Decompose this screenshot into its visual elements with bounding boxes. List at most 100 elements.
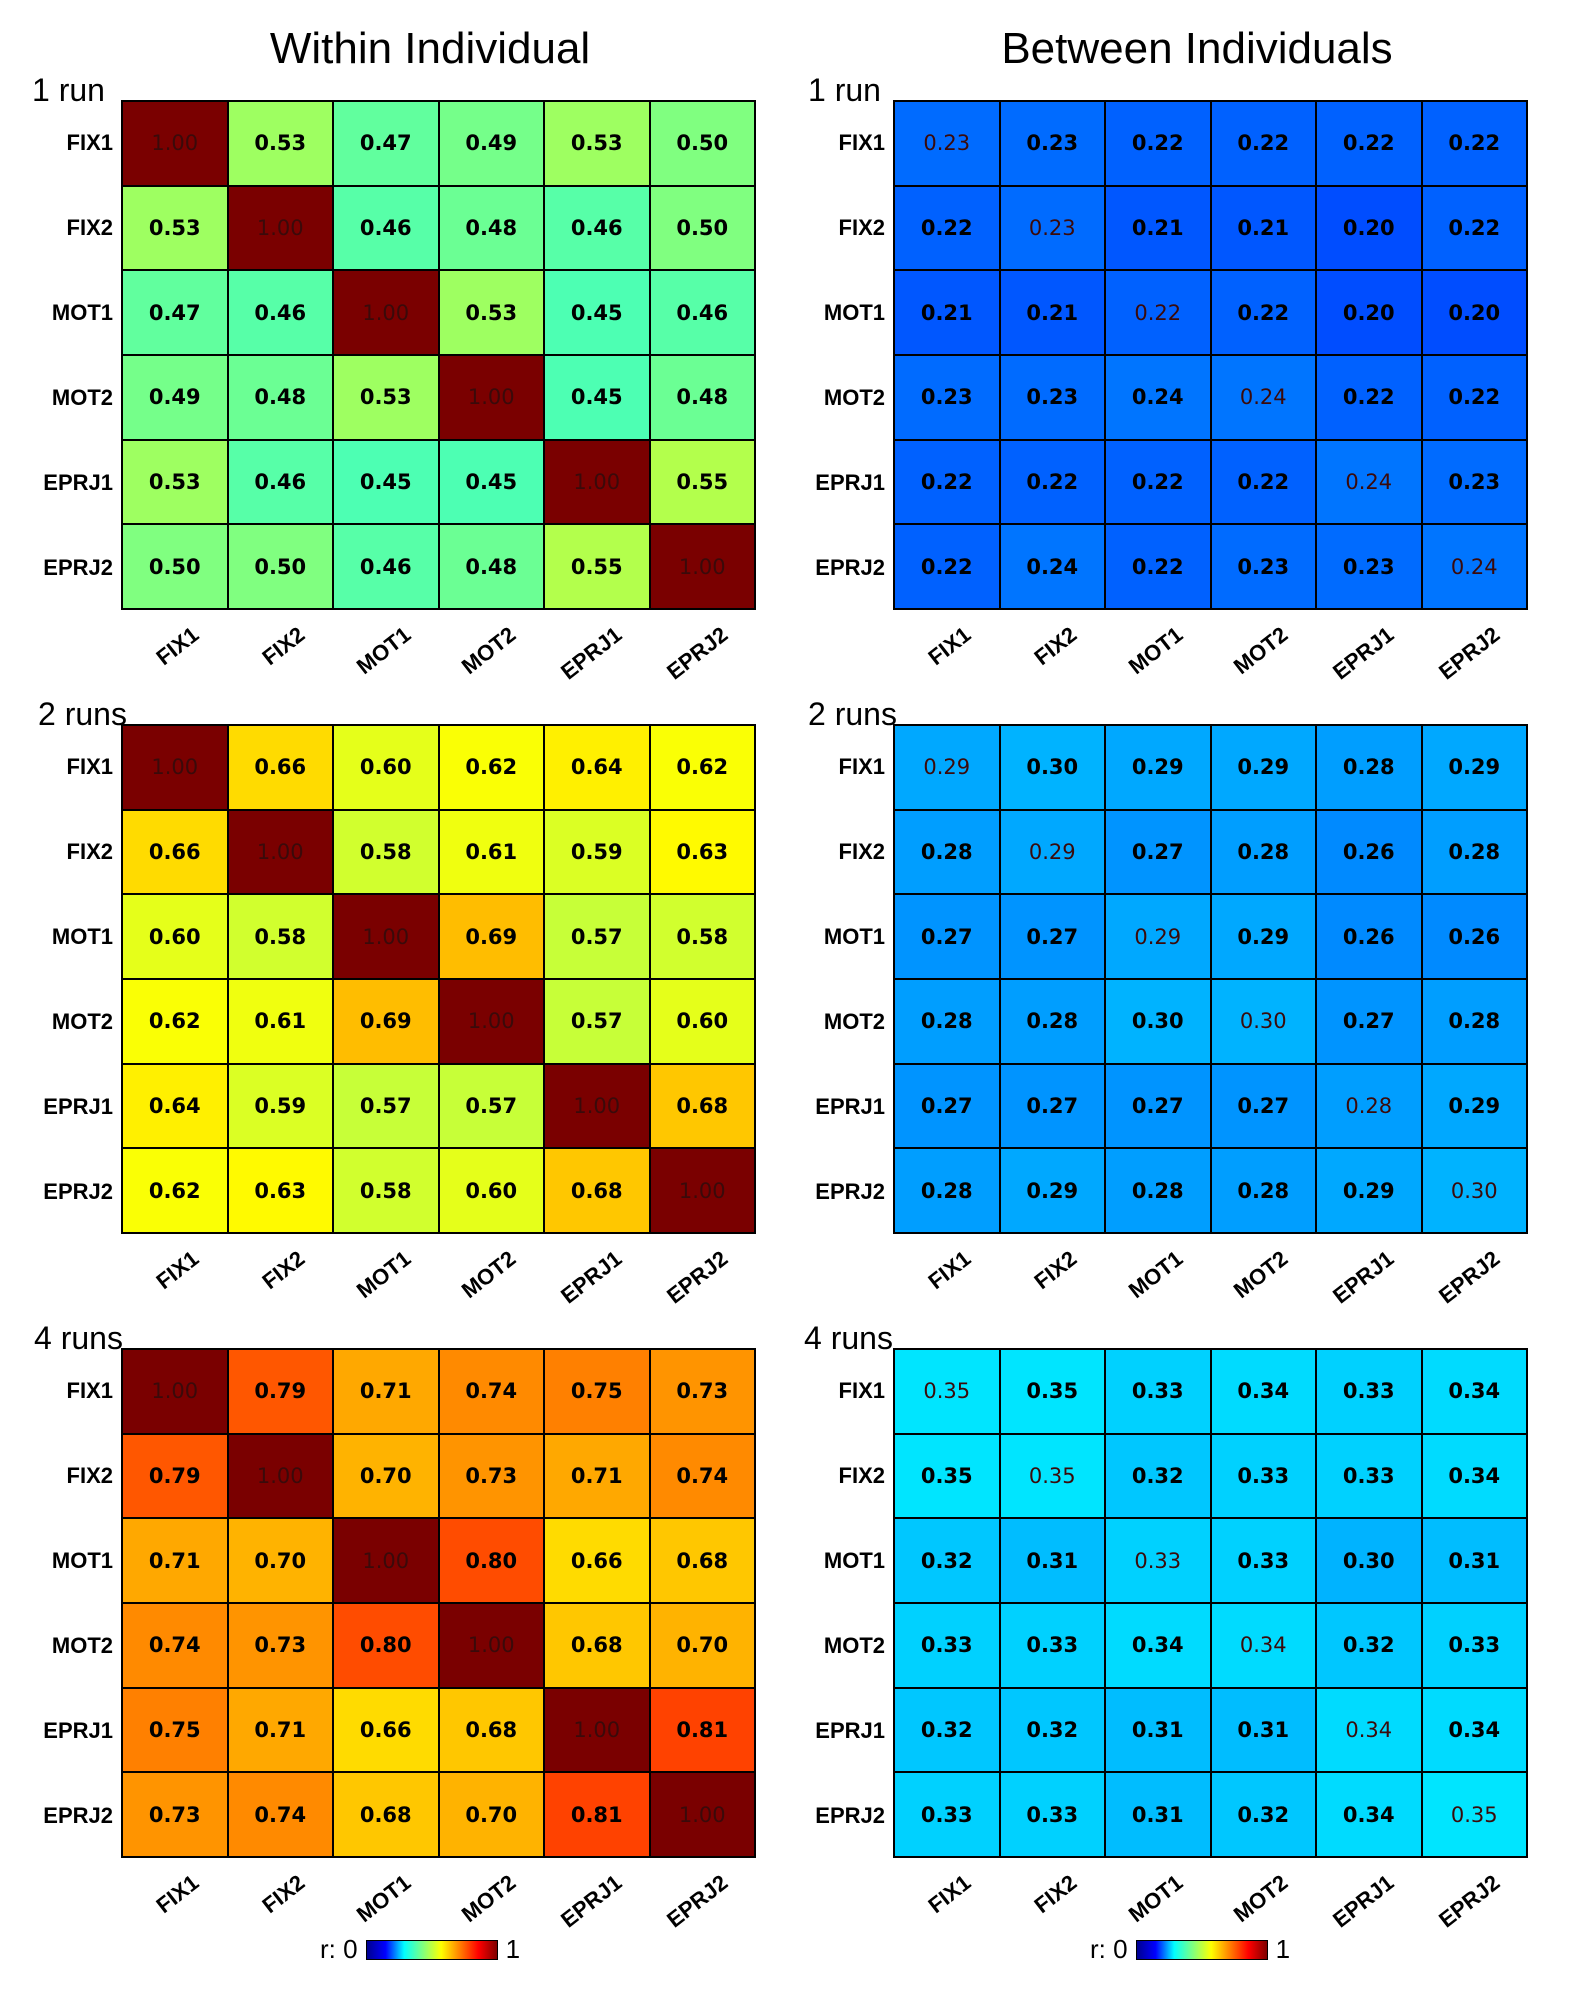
heatmap-cell: 1.00: [122, 725, 228, 810]
heatmap-cell: 0.33: [1210, 1518, 1316, 1603]
heatmap-cell: 0.27: [1316, 978, 1422, 1064]
row-tick-label: MOT1: [51, 299, 113, 325]
heatmap-cell: 0.55: [649, 439, 755, 525]
heatmap-cell: 0.28: [1210, 1148, 1316, 1233]
heatmap-cell: 0.66: [333, 1687, 439, 1773]
heatmap-cell: 1.00: [122, 101, 228, 186]
heatmap-cell: 0.23: [999, 101, 1105, 186]
row-tick-label: MOT1: [823, 1547, 885, 1573]
panel-label: 1 run: [32, 72, 105, 108]
heatmap-cell: 0.33: [1421, 1602, 1527, 1688]
heatmap-cell: 0.53: [122, 439, 228, 525]
column-tick-label: FIX2: [257, 1245, 310, 1295]
heatmap-cell: 0.74: [122, 1602, 228, 1688]
column-tick-label: EPRJ2: [662, 1245, 733, 1309]
heatmap-cell: 0.32: [1105, 1433, 1211, 1519]
column-tick-label: EPRJ2: [662, 1869, 733, 1933]
heatmap-cell: 0.46: [544, 185, 650, 271]
heatmap-cell: 0.27: [1105, 1063, 1211, 1149]
heatmap-cell: 0.35: [894, 1349, 1000, 1434]
heatmap-cell: 0.50: [649, 185, 755, 271]
heatmap-cell: 0.49: [122, 354, 228, 440]
heatmap-cell: 0.33: [1316, 1349, 1422, 1434]
heatmap-cell: 1.00: [438, 978, 544, 1064]
panel-label: 2 runs: [808, 696, 897, 732]
heatmap-cell: 0.63: [227, 1148, 333, 1233]
heatmap-cell: 0.33: [1105, 1518, 1211, 1603]
row-tick-label: EPRJ1: [815, 1717, 885, 1743]
colorbar-right: r: 0 1: [1090, 1934, 1290, 1965]
row-tick-label: MOT2: [51, 384, 113, 410]
row-tick-label: EPRJ1: [815, 469, 885, 495]
heatmap-cell: 0.31: [1105, 1687, 1211, 1773]
heatmap-cell: 0.50: [122, 524, 228, 609]
heatmap-cell: 0.22: [1421, 185, 1527, 271]
heatmap-cell: 0.75: [122, 1687, 228, 1773]
column-tick-label: EPRJ1: [556, 1245, 627, 1309]
heatmap-cell: 0.24: [1316, 439, 1422, 525]
heatmap-cell: 0.22: [999, 439, 1105, 525]
heatmap-cell: 0.60: [122, 894, 228, 979]
heatmap-cell: 0.47: [333, 101, 439, 186]
column-tick-label: FIX1: [923, 1245, 976, 1295]
column-tick-label: MOT2: [1229, 1869, 1293, 1928]
heatmap-cell: 0.62: [122, 1148, 228, 1233]
panel-label: 4 runs: [804, 1320, 893, 1356]
row-tick-label: EPRJ2: [815, 1178, 885, 1204]
heatmap-cell: 1.00: [649, 1772, 755, 1857]
heatmap-cell: 0.22: [1105, 101, 1211, 186]
row-tick-label: FIX1: [838, 753, 885, 779]
row-tick-label: EPRJ2: [815, 1802, 885, 1828]
heatmap-cell: 0.34: [1316, 1687, 1422, 1773]
heatmap-cell: 0.70: [649, 1602, 755, 1688]
heatmap-cell: 0.28: [1316, 725, 1422, 810]
heatmap-cell: 0.50: [227, 524, 333, 609]
heatmap-cell: 0.29: [1105, 725, 1211, 810]
heatmap-cell: 0.23: [1421, 439, 1527, 525]
heatmap-cell: 0.70: [333, 1433, 439, 1519]
heatmap-cell: 0.46: [333, 524, 439, 609]
heatmap-cell: 0.81: [544, 1772, 650, 1857]
heatmap-cell: 0.68: [544, 1602, 650, 1688]
heatmap-cell: 0.46: [333, 185, 439, 271]
column-tick-label: MOT2: [1229, 1245, 1293, 1304]
heatmap-cell: 0.22: [1421, 101, 1527, 186]
heatmap-cell: 0.31: [1105, 1772, 1211, 1857]
row-tick-label: FIX2: [66, 214, 113, 240]
heatmap-grid: 0.23 0.23 0.22 0.22 0.22 0.22 0.22 0.23 0.21 0.21…: [893, 100, 1528, 610]
heatmap-cell: 0.70: [438, 1772, 544, 1857]
column-tick-label: MOT1: [351, 1869, 415, 1928]
heatmap-cell: 0.73: [227, 1602, 333, 1688]
heatmap-cell: 0.22: [1316, 354, 1422, 440]
heatmap-cell: 0.48: [227, 354, 333, 440]
heatmap-cell: 0.23: [894, 101, 1000, 186]
heatmap-cell: 0.53: [122, 185, 228, 271]
heatmap-cell: 0.24: [1421, 524, 1527, 609]
heatmap-cell: 0.66: [227, 725, 333, 810]
row-tick-label: EPRJ2: [43, 554, 113, 580]
heatmap-cell: 0.45: [544, 354, 650, 440]
heatmap-cell: 0.28: [1105, 1148, 1211, 1233]
row-tick-label: EPRJ2: [815, 554, 885, 580]
heatmap-grid: 0.35 0.35 0.33 0.34 0.33 0.34 0.35 0.35 0.32 0.33…: [893, 1348, 1528, 1858]
heatmap-cell: 0.28: [1421, 978, 1527, 1064]
heatmap-cell: 0.33: [999, 1602, 1105, 1688]
column-tick-label: MOT2: [457, 621, 521, 680]
heatmap-cell: 0.68: [333, 1772, 439, 1857]
heatmap-cell: 0.33: [1210, 1433, 1316, 1519]
heatmap-cell: 0.22: [1210, 270, 1316, 355]
column-title-within: Within Individual: [269, 24, 591, 73]
heatmap-cell: 0.35: [999, 1349, 1105, 1434]
heatmap-cell: 1.00: [544, 439, 650, 525]
heatmap-cell: 0.75: [544, 1349, 650, 1434]
heatmap-grid: 0.29 0.30 0.29 0.29 0.28 0.29 0.28 0.29 0.27 0.28…: [893, 724, 1528, 1234]
row-tick-label: MOT2: [823, 1008, 885, 1034]
column-tick-label: FIX1: [151, 1869, 204, 1919]
heatmap-cell: 0.62: [649, 725, 755, 810]
heatmap-cell: 0.21: [1105, 185, 1211, 271]
heatmap-cell: 0.34: [1316, 1772, 1422, 1857]
heatmap-cell: 0.35: [894, 1433, 1000, 1519]
column-tick-label: MOT1: [1123, 1245, 1187, 1304]
heatmap-cell: 1.00: [227, 809, 333, 895]
heatmap-cell: 0.74: [438, 1349, 544, 1434]
